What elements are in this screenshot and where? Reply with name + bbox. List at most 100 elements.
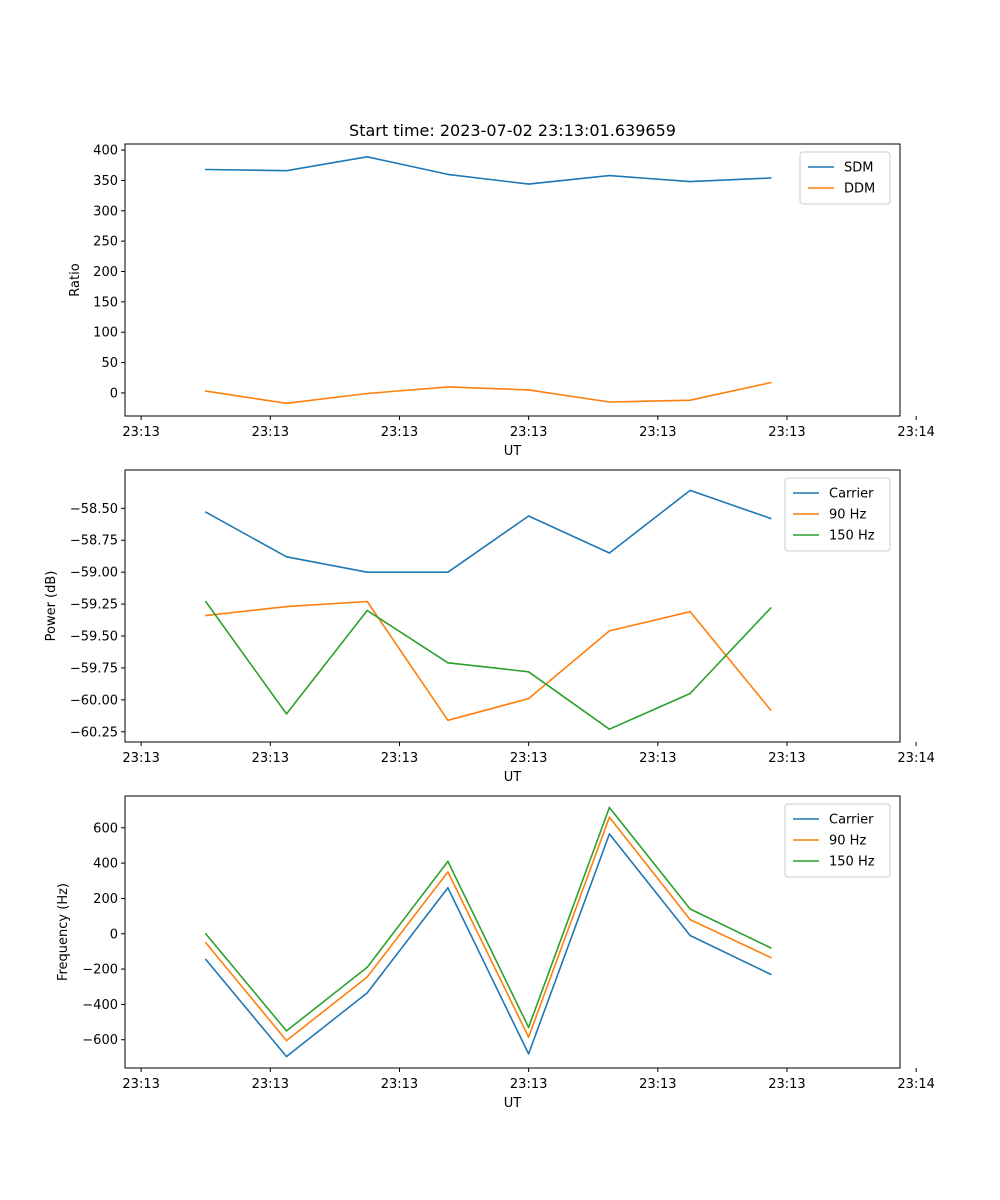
x-tick-label: 23:13 [252,1077,289,1092]
data-point [608,728,611,731]
y-tick-label: −59.00 [70,566,118,581]
y-tick-label: 150 [93,295,118,310]
data-point [689,692,691,695]
data-point [527,1036,530,1038]
data-point [608,401,611,403]
x-axis-label: UT [504,1096,522,1111]
data-point [285,169,288,172]
data-point [527,697,530,700]
data-point [689,934,691,937]
data-point [204,614,207,617]
y-tick-label: −58.75 [70,534,118,549]
y-tick-label: −59.25 [70,598,118,613]
data-point [204,941,207,944]
x-tick-label: 23:13 [122,1077,159,1092]
data-point [689,489,691,492]
data-point [447,719,449,722]
y-tick-label: 50 [101,356,118,371]
y-axis-label: Frequency (Hz) [56,883,71,981]
legend-entry: 90 Hz [829,508,866,523]
data-point [527,389,530,391]
data-point [366,600,368,603]
series-line-150-hz [205,806,772,1032]
y-tick-label: −60.00 [70,693,118,708]
x-tick-label: 23:13 [122,425,159,440]
y-tick-label: 400 [93,857,118,872]
x-axis-label: UT [504,770,522,785]
data-point [285,556,288,558]
series-line-sdm [205,156,771,185]
data-point [285,1039,288,1042]
data-point [366,976,368,978]
data-point [527,1053,530,1055]
data-point [608,630,611,632]
plot-area-frame [124,795,901,1069]
y-tick-label: 400 [93,144,118,159]
data-point [285,713,288,715]
data-point [447,887,449,889]
legend-entry: SDM [844,161,873,176]
data-point [447,571,449,573]
legend: SDM DDM [799,151,891,205]
data-point [689,399,691,402]
x-tick-label: 23:13 [381,1077,418,1092]
data-point [285,1030,288,1032]
x-tick-label: 23:13 [122,751,159,766]
data-point [204,390,207,392]
legend-box [784,803,891,878]
y-tick-label: −200 [82,963,118,978]
chart-title: Start time: 2023-07-02 23:13:01.639659 [349,121,676,140]
data-point [527,183,530,185]
x-tick-label: 23:13 [768,1077,805,1092]
data-point [366,966,368,969]
legend-entry: 90 Hz [829,834,866,849]
legend: Carrier 90 Hz 150 Hz [784,803,891,878]
y-tick-label: 350 [93,174,118,189]
data-point [770,381,772,384]
plot-area-frame [124,143,901,417]
x-tick-label: 23:13 [510,425,547,440]
x-tick-label: 23:14 [897,1077,934,1092]
chart-panel-1: 0 50 100 150 200 250 300 350 400 23:13 23:13 23:13 2… [68,121,935,459]
y-tick-label: 250 [93,235,118,250]
data-point [527,670,530,673]
series-line-ddm [205,381,771,405]
y-tick-label: −600 [82,1033,118,1048]
data-point [285,402,288,405]
y-tick-label: −60.25 [70,725,118,740]
data-point [689,918,691,921]
x-tick-label: 23:13 [252,751,289,766]
data-point [608,816,611,818]
data-point [366,392,368,395]
legend-box [784,477,891,552]
x-tick-label: 23:13 [381,751,418,766]
y-tick-label: −59.75 [70,661,118,676]
data-point [527,1026,530,1029]
y-tick-label: 200 [93,265,118,280]
x-tick-label: 23:14 [897,751,934,766]
legend-entry: Carrier [829,813,874,828]
y-tick-label: −59.50 [70,630,118,645]
y-tick-label: 200 [93,892,118,907]
series-line-90-hz [205,600,772,722]
data-point [285,605,288,608]
x-tick-label: 23:13 [510,1077,547,1092]
data-point [770,607,772,609]
data-point [770,517,772,520]
x-tick-label: 23:13 [639,1077,676,1092]
chart-panel-2: −60.25 −60.00 −59.75 −59.50 −59.25 −59.00 −58.… [44,469,935,785]
legend-entry: Carrier [829,487,874,502]
x-tick-label: 23:13 [381,425,418,440]
x-tick-label: 23:13 [510,751,547,766]
data-point [608,833,611,835]
legend: Carrier 90 Hz 150 Hz [784,477,891,552]
x-tick-label: 23:13 [639,425,676,440]
data-point [770,709,772,711]
x-axis-label: UT [504,444,522,459]
chart-panel-3: −600 −400 −200 0 200 400 600 23:13 23:13 23:13 23:… [56,795,935,1111]
data-point [366,609,368,612]
data-point [447,860,449,863]
data-point [204,600,207,603]
data-point [689,180,691,183]
